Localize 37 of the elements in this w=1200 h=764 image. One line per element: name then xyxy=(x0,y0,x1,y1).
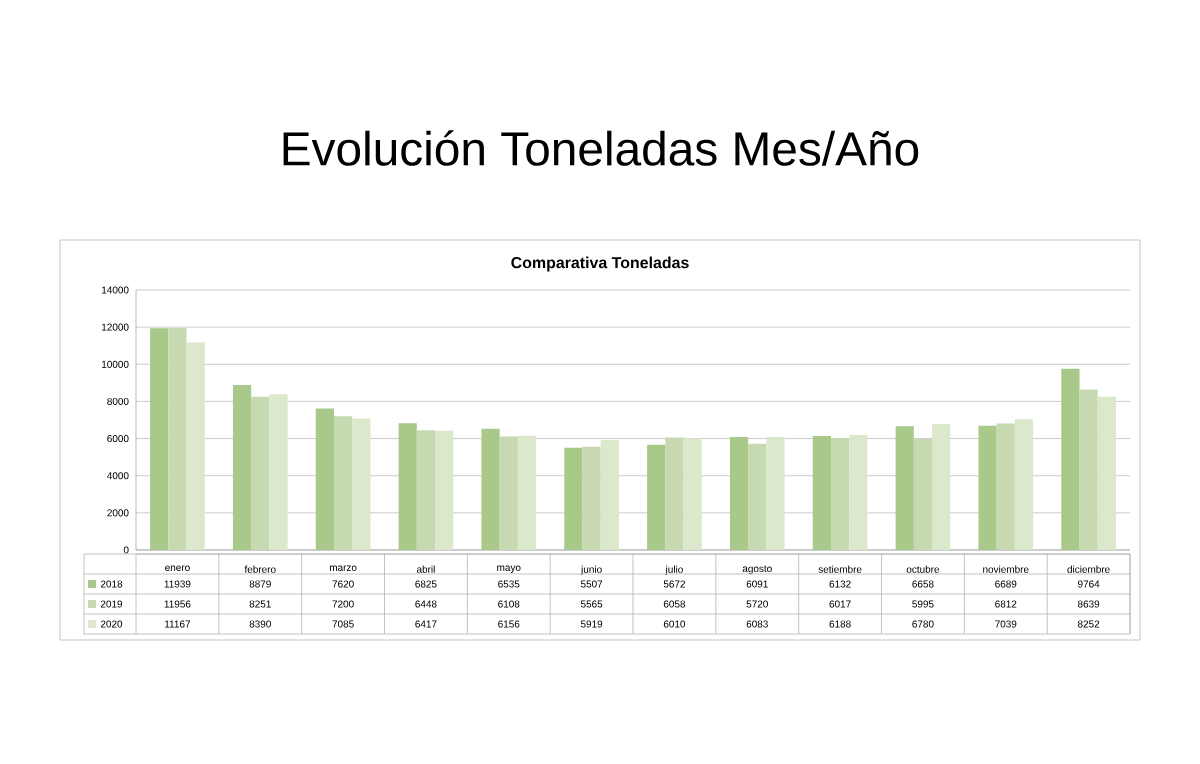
bar xyxy=(812,436,831,550)
bar xyxy=(600,440,619,550)
bar xyxy=(748,443,767,550)
bar xyxy=(729,436,749,550)
bar xyxy=(232,385,252,550)
chart-title: Evolución Toneladas Mes/Año xyxy=(283,130,919,166)
bar xyxy=(416,430,436,550)
bar xyxy=(517,435,537,550)
bar xyxy=(564,447,583,550)
bar xyxy=(481,428,500,550)
bar xyxy=(352,418,371,550)
bar xyxy=(895,426,914,550)
bar xyxy=(932,424,951,550)
bar xyxy=(683,438,702,550)
bar xyxy=(435,430,454,550)
bar xyxy=(150,328,169,550)
bar xyxy=(398,423,417,550)
bar xyxy=(647,444,666,550)
bar xyxy=(996,423,1015,550)
bar xyxy=(186,342,205,550)
bar xyxy=(978,425,997,550)
bar xyxy=(315,408,334,550)
bar xyxy=(269,394,288,550)
bar xyxy=(251,396,270,550)
bar xyxy=(499,436,518,550)
bar xyxy=(168,327,187,550)
bar xyxy=(766,437,785,550)
bar xyxy=(830,438,850,550)
bar xyxy=(1079,389,1098,550)
bar xyxy=(665,437,684,550)
bar xyxy=(333,416,353,550)
bar xyxy=(1061,368,1080,550)
bar xyxy=(849,435,868,550)
bar xyxy=(1097,396,1116,550)
bar xyxy=(913,438,933,550)
bar xyxy=(1014,419,1034,550)
bar xyxy=(582,446,601,550)
